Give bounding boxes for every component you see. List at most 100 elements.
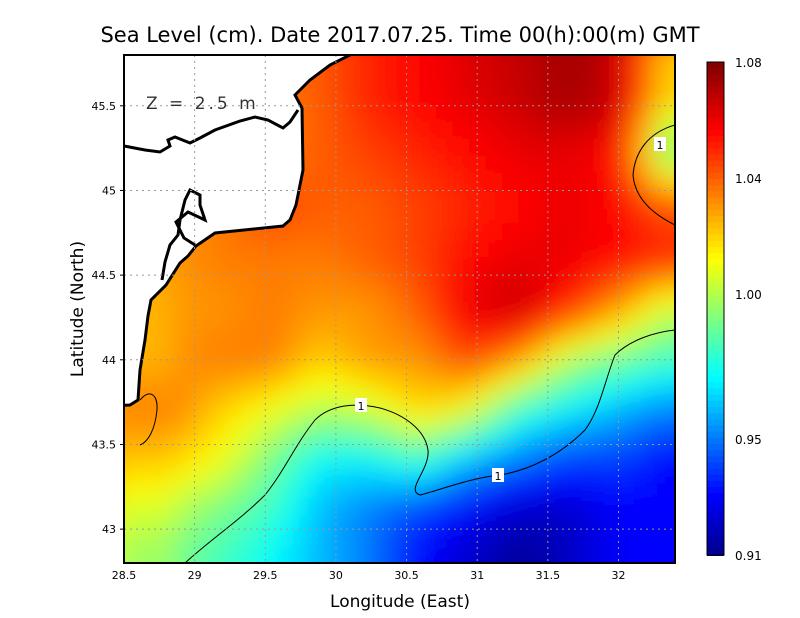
heatmap-cell [238,291,257,310]
heatmap-cell [655,206,675,226]
heatmap-cell [436,460,455,480]
heatmap-cell [337,138,356,158]
heatmap-cell [353,257,373,277]
heatmap-cell [304,223,323,243]
heatmap-cell [353,121,373,141]
heatmap-cell [353,138,373,158]
heatmap-cell [403,240,422,260]
heatmap-cell [436,426,455,446]
heatmap-cell [584,392,604,412]
heatmap-cell [172,375,191,395]
heatmap-cell [353,494,373,514]
heatmap-cell [386,443,406,463]
heatmap-cell [337,341,356,361]
heatmap-cell [320,172,340,192]
heatmap-cell [353,172,373,192]
heatmap-cell [304,426,323,446]
heatmap-cell [469,257,488,277]
heatmap-cell [188,308,208,327]
heatmap-cell [403,189,422,209]
heatmap-cell [502,274,521,294]
heatmap-cell [370,443,389,463]
heatmap-cell [370,274,389,294]
heatmap-cell [601,341,620,361]
heatmap-cell [353,274,373,294]
heatmap-cell [535,308,554,327]
heatmap-cell [221,341,241,361]
heatmap-cell [238,545,257,563]
heatmap-cell [172,274,191,294]
heatmap-cell [584,121,604,141]
heatmap-cell [584,426,604,446]
heatmap-cell [436,375,455,395]
heatmap-cell [254,375,274,395]
heatmap-cell [403,291,422,310]
colorbar-segment [707,142,724,150]
heatmap-cell [518,121,538,141]
heatmap-cell [188,341,208,361]
heatmap-cell [271,477,290,497]
heatmap-cell [485,189,505,209]
heatmap-cell [386,274,406,294]
heatmap-cell [601,375,620,395]
heatmap-cell [172,358,191,378]
heatmap-cell [452,426,472,446]
heatmap-cell [502,206,521,226]
contour-line [184,329,675,563]
heatmap-cell [370,477,389,497]
heatmap-cell [485,55,505,107]
heatmap-cell [370,460,389,480]
heatmap-cell [452,240,472,260]
heatmap-cell [655,223,675,243]
heatmap-cell [353,155,373,175]
heatmap-cell [370,172,389,192]
heatmap-cell [353,426,373,446]
heatmap-cell [419,206,439,226]
heatmap-cell [320,443,340,463]
heatmap-cell [551,494,571,514]
heatmap-cell [370,291,389,310]
heatmap-cell [601,426,620,446]
heatmap-cell [469,104,488,124]
colorbar-segment [707,98,724,107]
heatmap-cell [601,155,620,175]
heatmap-cell [287,409,307,429]
heatmap-cell [205,324,224,344]
heatmap-cell [518,358,538,378]
colorbar-segment [707,530,724,538]
chart-title: Sea Level (cm). Date 2017.07.25. Time 00… [100,23,699,47]
heatmap-cell [568,274,587,294]
heatmap-cell [601,138,620,158]
y-tick-label: 45 [102,184,116,197]
heatmap-cell [386,308,406,327]
heatmap-cell [568,341,587,361]
heatmap-cell [469,358,488,378]
heatmap-cell [419,155,439,175]
colorbar-segment [707,296,724,304]
heatmap-cell [172,494,191,514]
contour-label: 1 [495,470,502,483]
colorbar-segment [707,493,724,501]
heatmap-cell [254,341,274,361]
heatmap-cell [502,392,521,412]
heatmap-cell [551,138,571,158]
heatmap-cell [238,308,257,327]
heatmap-cell [320,494,340,514]
heatmap-cell [518,155,538,175]
colorbar-segment [707,394,724,402]
heatmap-cell [601,104,620,124]
heatmap-cell [584,274,604,294]
heatmap-cell [584,308,604,327]
heatmap-cell [502,257,521,277]
heatmap-cell [469,189,488,209]
heatmap-cell [601,308,620,327]
colorbar-segment [707,548,724,556]
heatmap-cell [568,155,587,175]
colorbar-segment [707,62,724,70]
heatmap-cell [485,155,505,175]
colorbar-segment [707,265,724,273]
heatmap-cell [386,494,406,514]
heatmap-cell [655,409,675,429]
heatmap-cell [485,324,505,344]
heatmap-cell [452,172,472,192]
